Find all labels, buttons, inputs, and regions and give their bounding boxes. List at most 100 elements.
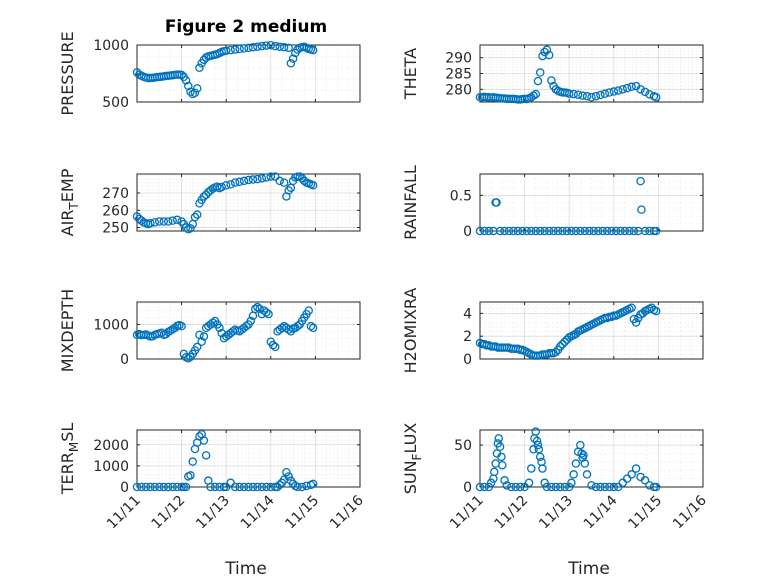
data-point xyxy=(486,478,496,488)
y-tick-label: 0 xyxy=(463,224,472,240)
y-tick-label: 2000 xyxy=(93,438,129,454)
data-point xyxy=(239,44,249,53)
data-point xyxy=(230,45,240,54)
data-point xyxy=(257,174,267,183)
data-point xyxy=(524,478,534,488)
data-point xyxy=(279,43,289,52)
data-point xyxy=(651,306,661,316)
data-point xyxy=(571,459,581,468)
data-point xyxy=(495,442,505,452)
data-point xyxy=(531,226,541,236)
data-point xyxy=(577,449,586,458)
data-point xyxy=(226,45,235,55)
data-point xyxy=(611,226,621,236)
data-point xyxy=(271,342,280,352)
data-point xyxy=(177,70,186,80)
data-point xyxy=(168,216,177,225)
data-point xyxy=(235,482,244,492)
y-tick-label: 0 xyxy=(463,480,472,496)
data-point xyxy=(596,90,605,100)
data-point xyxy=(538,464,547,473)
data-point xyxy=(627,470,636,479)
y-tick-label: 2 xyxy=(463,329,472,345)
data-point xyxy=(587,93,596,102)
data-point xyxy=(284,186,293,195)
data-point xyxy=(576,440,585,450)
y-axis-label-part: F xyxy=(410,453,424,460)
data-point xyxy=(246,316,255,326)
data-point xyxy=(132,212,142,221)
x-tick-label: 11/15 xyxy=(625,493,665,533)
data-point xyxy=(560,482,569,492)
data-point xyxy=(250,304,260,314)
data-point xyxy=(515,482,525,492)
data-point xyxy=(192,84,202,93)
data-point xyxy=(284,43,293,53)
data-point xyxy=(551,85,561,94)
data-point xyxy=(637,205,646,214)
data-point xyxy=(293,482,302,492)
data-point xyxy=(520,482,529,492)
x-tick-label: 11/14 xyxy=(238,492,278,532)
data-point xyxy=(605,88,614,97)
data-point xyxy=(186,224,195,233)
data-point xyxy=(184,81,193,91)
data-point xyxy=(547,482,556,492)
data-point xyxy=(579,450,588,460)
data-point xyxy=(308,323,318,333)
y-tick-label: 1000 xyxy=(93,38,129,54)
figure-title: Figure 2 medium xyxy=(165,17,327,37)
data-point xyxy=(631,318,641,327)
x-tick-label: 11/12 xyxy=(492,493,532,533)
data-point xyxy=(244,482,253,492)
data-point xyxy=(596,482,605,492)
data-point xyxy=(308,45,318,55)
data-point xyxy=(576,226,585,236)
data-point xyxy=(264,309,273,319)
data-point xyxy=(275,480,284,490)
data-point xyxy=(268,340,278,350)
y-tick-label: 0 xyxy=(463,352,472,368)
data-point xyxy=(475,482,485,492)
data-point xyxy=(273,482,282,492)
data-point xyxy=(551,347,561,357)
data-point xyxy=(582,92,592,101)
subplot-7: 11/11 11/12 11/13 11/14 11/15 11/16 0 1000 2000 T… xyxy=(58,423,367,533)
y-axis-label-part: T xyxy=(67,202,81,211)
data-point xyxy=(497,452,506,462)
data-point xyxy=(589,226,598,236)
data-point xyxy=(556,342,565,351)
data-point xyxy=(578,91,587,100)
data-point xyxy=(636,176,645,186)
data-point xyxy=(622,474,632,483)
data-point xyxy=(141,482,151,492)
data-point xyxy=(266,40,276,50)
y-axis-label: SUNFLUX xyxy=(401,423,424,495)
data-point xyxy=(248,482,258,492)
data-point xyxy=(297,482,307,492)
data-point xyxy=(490,467,499,477)
data-point xyxy=(544,226,554,236)
data-point xyxy=(540,226,549,236)
data-point xyxy=(640,226,650,236)
data-point xyxy=(244,43,253,53)
data-point xyxy=(585,226,594,236)
axes-box xyxy=(479,173,704,232)
data-point xyxy=(591,92,601,101)
data-point xyxy=(529,91,538,100)
subplot-5: 0 1000 MIXDEPTH xyxy=(58,289,361,372)
data-point xyxy=(186,471,195,480)
data-point xyxy=(571,226,581,236)
data-point xyxy=(622,83,632,93)
data-point xyxy=(542,482,552,492)
data-point xyxy=(150,482,160,492)
data-point xyxy=(181,482,191,492)
data-point xyxy=(279,178,289,187)
data-point xyxy=(542,45,552,55)
data-point xyxy=(262,308,271,317)
data-point xyxy=(651,482,661,492)
data-point xyxy=(221,46,231,55)
data-point xyxy=(137,482,146,492)
y-axis-label-part: SL xyxy=(58,423,77,442)
x-axis-label-right: Time xyxy=(567,559,610,579)
